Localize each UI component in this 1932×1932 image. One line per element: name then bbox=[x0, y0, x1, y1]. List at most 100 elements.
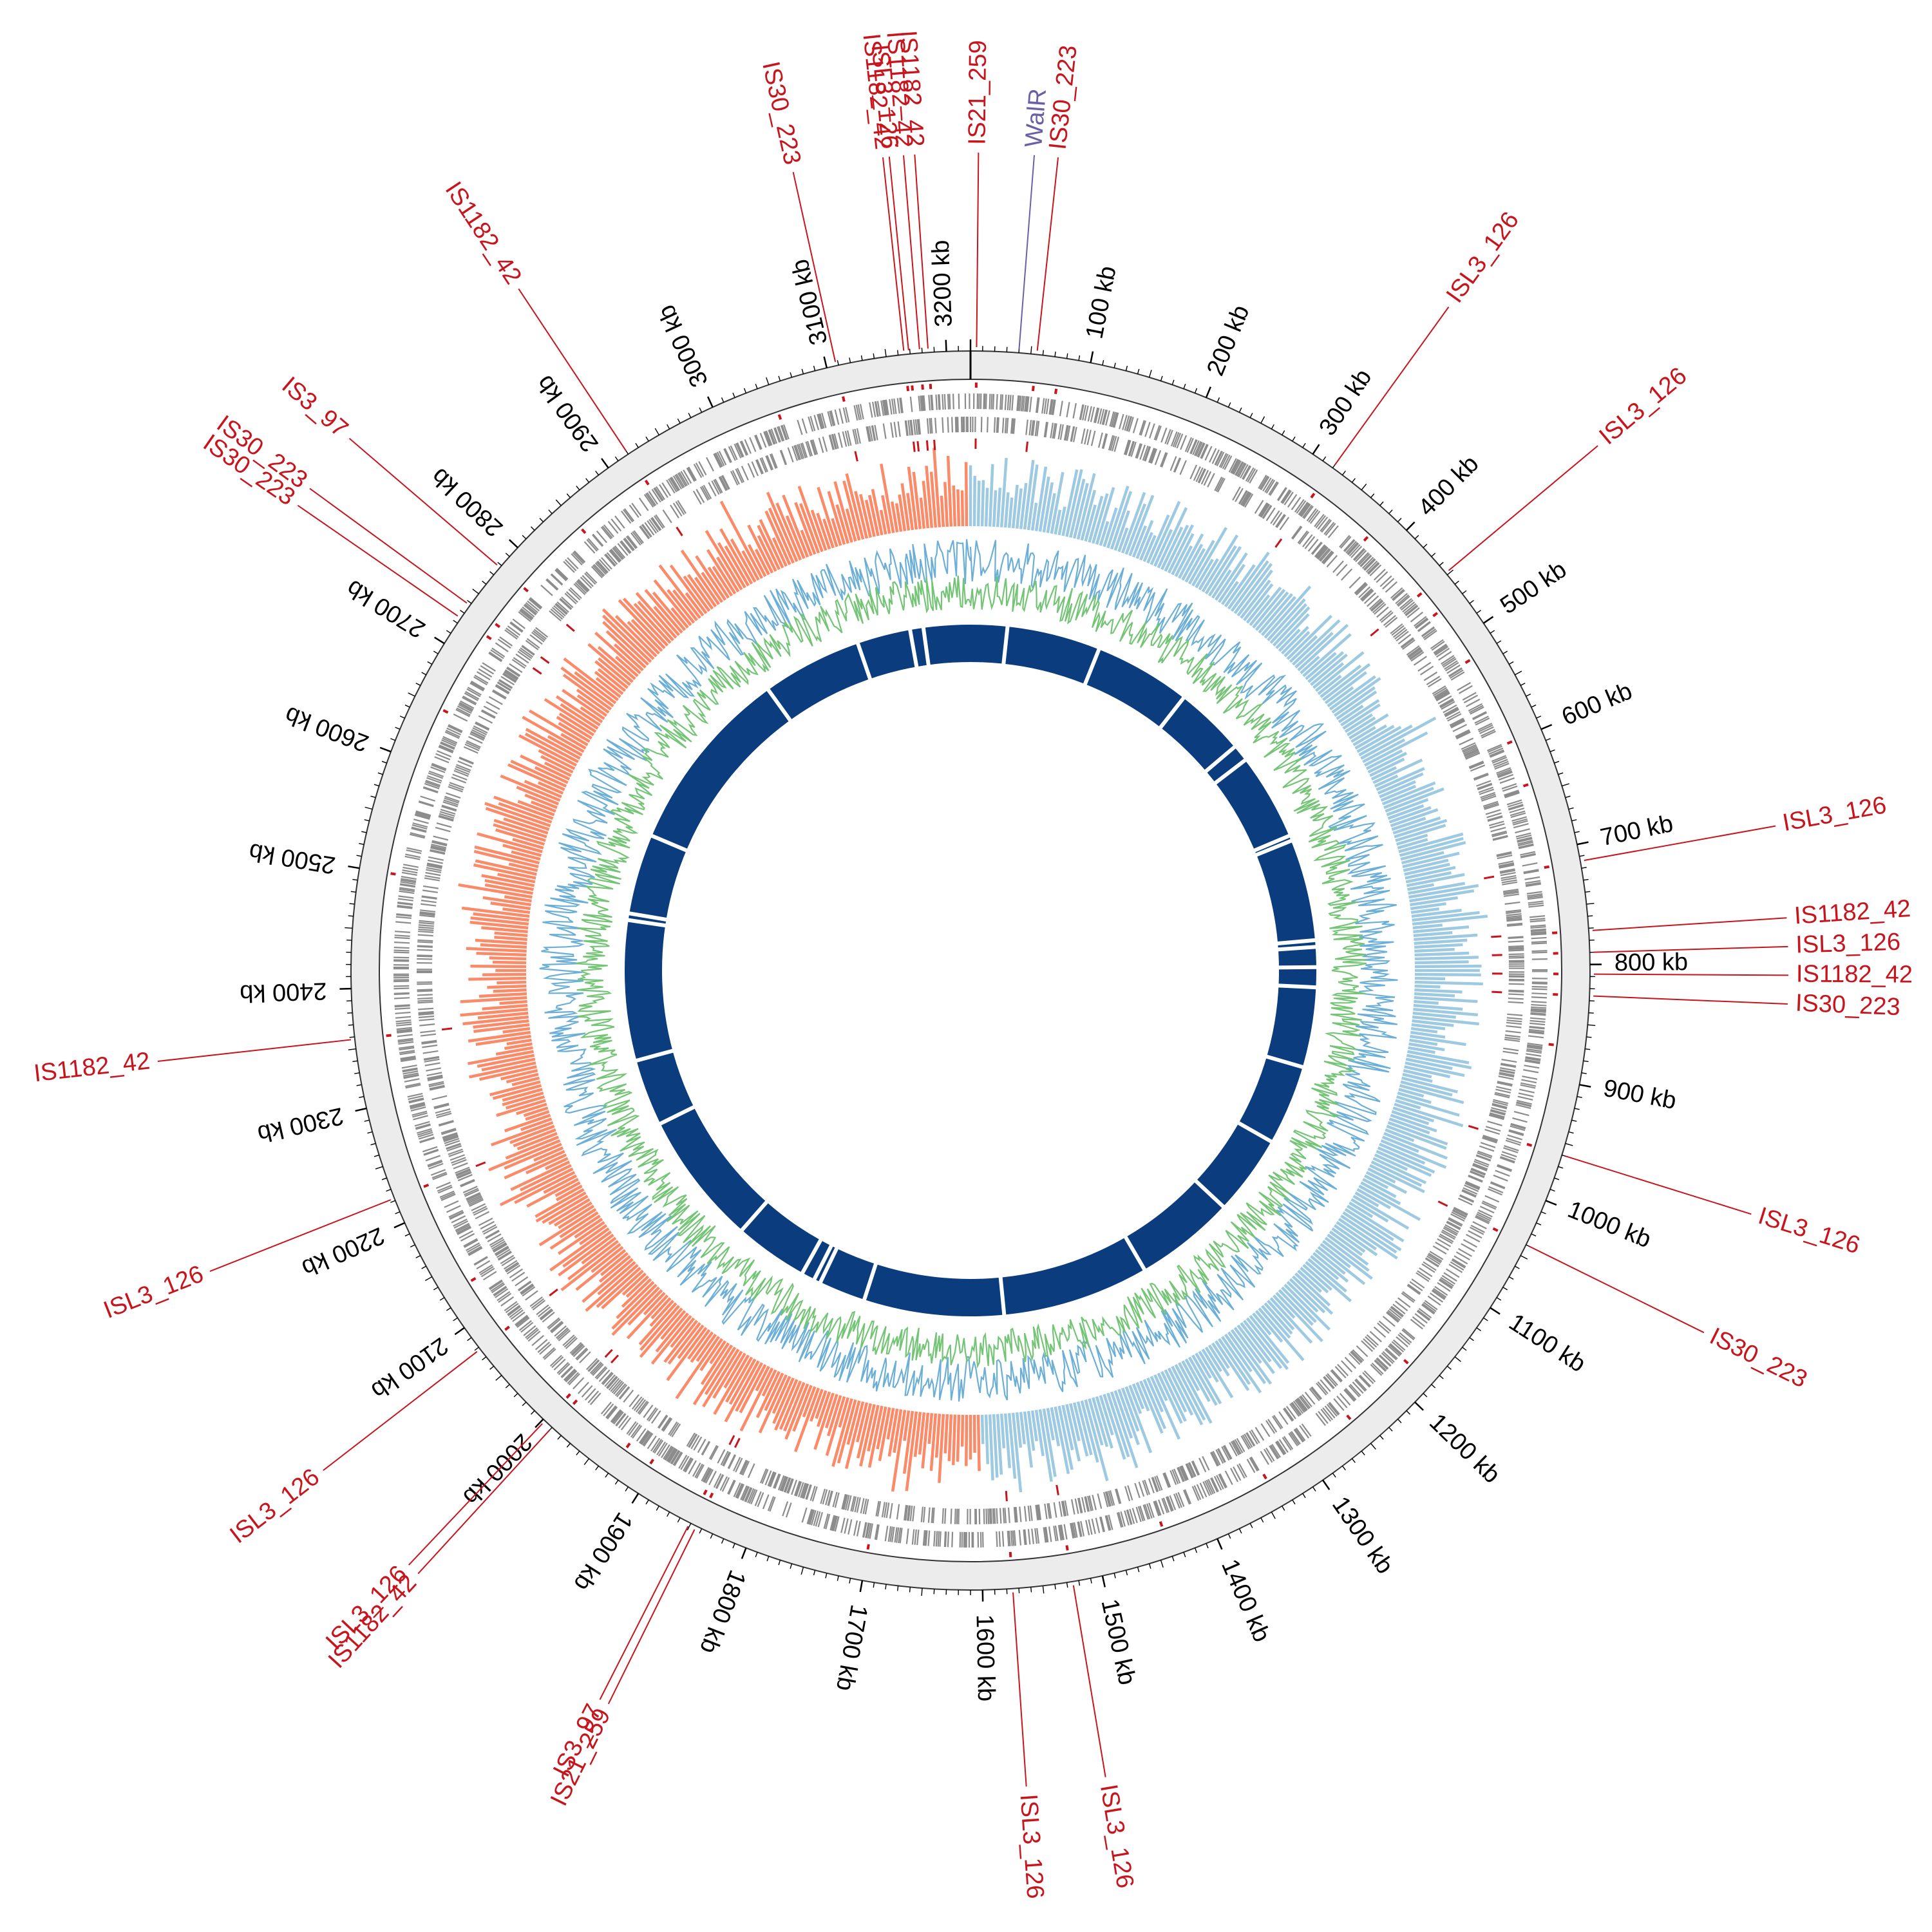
cds-feature bbox=[952, 393, 954, 410]
inner-ring-gap bbox=[817, 1245, 840, 1285]
cds-feature bbox=[560, 598, 573, 610]
cds-feature bbox=[1510, 810, 1526, 817]
gc-skew-negative bbox=[938, 1414, 945, 1483]
cds-feature bbox=[1169, 1495, 1177, 1511]
cds-feature bbox=[904, 1504, 907, 1520]
scale-tick bbox=[635, 442, 639, 448]
gc-skew-positive bbox=[1414, 972, 1481, 977]
cds-feature bbox=[394, 1005, 410, 1008]
gc-skew-negative bbox=[670, 607, 689, 629]
scale-tick-label: 900 kb bbox=[1601, 1075, 1678, 1115]
cds-feature bbox=[819, 413, 825, 429]
cds-feature bbox=[428, 772, 444, 779]
gc-skew-positive bbox=[1320, 665, 1362, 698]
cds-feature bbox=[1354, 582, 1367, 594]
cds-feature bbox=[1304, 1392, 1316, 1405]
cds-feature bbox=[1054, 1525, 1059, 1541]
is-marker-inner bbox=[1483, 875, 1495, 880]
cds-feature bbox=[455, 1166, 470, 1174]
cds-feature bbox=[1439, 699, 1454, 708]
gc-skew-negative bbox=[784, 1383, 810, 1440]
cds-feature bbox=[1347, 542, 1358, 555]
cds-feature bbox=[1457, 1197, 1473, 1206]
label-leader-line bbox=[348, 438, 498, 566]
cds-feature bbox=[1369, 1331, 1382, 1343]
cds-feature bbox=[805, 1484, 811, 1500]
cds-feature bbox=[1215, 477, 1224, 492]
gc-skew-positive bbox=[1322, 1240, 1373, 1280]
cds-feature bbox=[1311, 542, 1323, 555]
gc-skew-positive bbox=[999, 457, 1008, 527]
gc-skew-negative bbox=[613, 643, 644, 672]
gc-skew-negative bbox=[675, 1336, 721, 1399]
gc-skew-negative bbox=[940, 495, 945, 527]
cds-feature bbox=[417, 958, 433, 960]
cds-feature bbox=[1525, 1057, 1541, 1061]
cds-feature bbox=[1484, 1195, 1500, 1203]
cds-feature bbox=[921, 395, 924, 412]
cds-feature bbox=[444, 1200, 459, 1208]
gc-skew-positive bbox=[1227, 551, 1270, 610]
cds-feature bbox=[1310, 1387, 1321, 1401]
cds-feature bbox=[1529, 1028, 1545, 1032]
cds-feature bbox=[1082, 404, 1087, 421]
gc-skew-positive bbox=[1177, 533, 1204, 579]
cds-feature bbox=[889, 399, 893, 415]
cds-feature bbox=[520, 1283, 534, 1294]
cds-feature bbox=[926, 418, 929, 434]
cds-feature bbox=[692, 1462, 701, 1477]
gc-skew-negative bbox=[581, 1236, 617, 1265]
cds-feature bbox=[1397, 634, 1412, 645]
gc-skew-positive bbox=[1150, 1376, 1181, 1440]
cds-feature bbox=[1027, 1529, 1031, 1545]
cds-feature bbox=[1129, 1508, 1135, 1524]
cds-feature bbox=[1327, 525, 1339, 538]
cds-feature bbox=[428, 1081, 444, 1086]
cds-feature bbox=[697, 1439, 706, 1454]
gc-skew-negative bbox=[621, 1272, 647, 1296]
label-leader-line bbox=[408, 1423, 543, 1566]
cds-feature bbox=[1302, 504, 1312, 518]
gc-skew-positive bbox=[1400, 1080, 1453, 1097]
cds-feature bbox=[741, 466, 749, 481]
cds-feature bbox=[523, 604, 536, 616]
cds-feature bbox=[701, 1467, 710, 1482]
scale-tick bbox=[433, 1287, 439, 1291]
cds-feature bbox=[466, 1242, 480, 1251]
cds-feature bbox=[1013, 1530, 1017, 1546]
scale-tick bbox=[1482, 616, 1494, 624]
cds-feature bbox=[515, 1315, 529, 1327]
cds-feature bbox=[1388, 1308, 1402, 1320]
cds-feature bbox=[1221, 1446, 1230, 1461]
cds-feature bbox=[899, 1528, 903, 1544]
label-leader-line bbox=[903, 155, 920, 350]
cds-feature bbox=[740, 1460, 748, 1475]
cds-feature bbox=[643, 494, 654, 508]
cds-feature bbox=[1304, 536, 1316, 549]
scale-tick bbox=[656, 1506, 659, 1511]
cds-feature bbox=[427, 862, 443, 867]
cds-feature bbox=[517, 1280, 531, 1291]
cds-feature bbox=[1462, 745, 1477, 753]
cds-feature bbox=[1366, 1334, 1379, 1346]
gc-skew-negative bbox=[946, 455, 953, 527]
gc-skew-positive bbox=[1409, 1038, 1438, 1046]
gc-skew-negative bbox=[559, 1211, 599, 1238]
cds-feature bbox=[402, 869, 418, 874]
scale-tick bbox=[1476, 1327, 1481, 1331]
cds-feature bbox=[791, 1479, 797, 1495]
cds-feature bbox=[503, 1260, 518, 1270]
cds-feature bbox=[730, 471, 739, 486]
gc-skew-positive bbox=[1204, 545, 1237, 595]
is-marker bbox=[1363, 536, 1369, 542]
scale-tick bbox=[1414, 535, 1419, 540]
cds-feature bbox=[1487, 815, 1503, 821]
cds-feature bbox=[1530, 924, 1546, 927]
cds-feature bbox=[1501, 1153, 1516, 1160]
cds-feature bbox=[806, 1484, 812, 1500]
cds-feature bbox=[421, 895, 437, 899]
cds-feature bbox=[1134, 1482, 1141, 1499]
cds-feature bbox=[1084, 1496, 1090, 1512]
scale-tick-label: 400 kb bbox=[1413, 450, 1484, 522]
cds-feature bbox=[1495, 1170, 1510, 1177]
